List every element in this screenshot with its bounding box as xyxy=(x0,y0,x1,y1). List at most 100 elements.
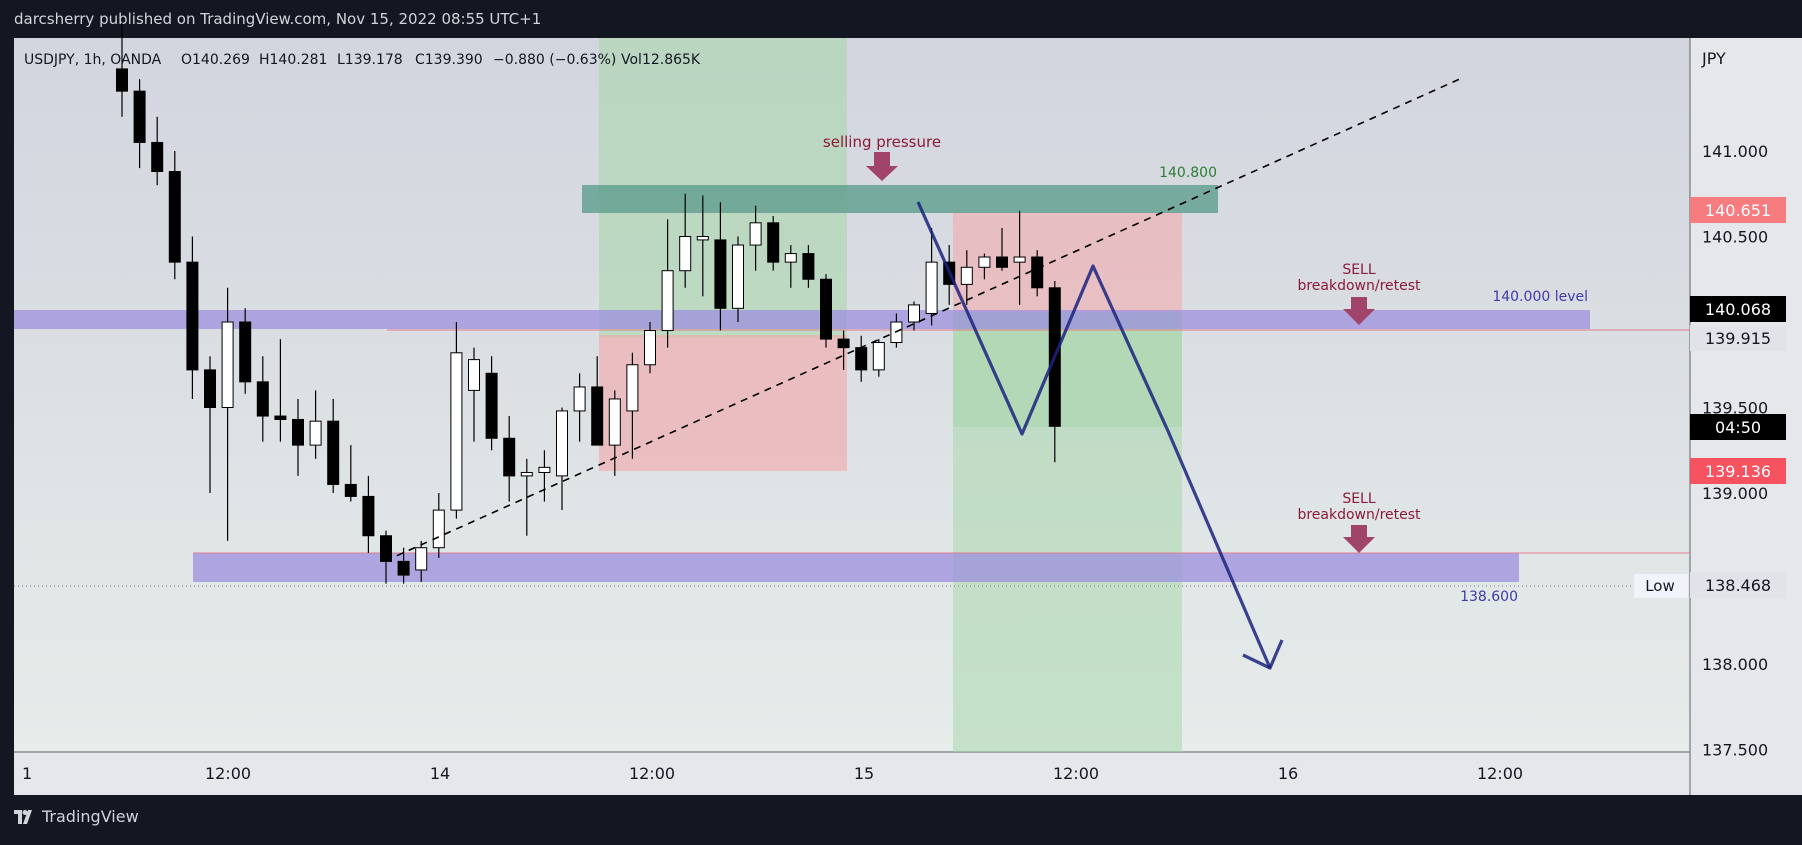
chart-canvas[interactable]: selling pressure SELL breakdown/retest S… xyxy=(0,0,1802,795)
sell-arrow-upper xyxy=(1343,297,1375,325)
price-tick-label: 138.000 xyxy=(1702,655,1768,674)
price-tick-label: 139.500 xyxy=(1702,399,1768,418)
bull-candle xyxy=(696,236,709,241)
open-value: O140.269 xyxy=(181,52,250,68)
bull-candle xyxy=(784,253,797,263)
bear-candle xyxy=(802,253,815,280)
level-140800-label: 140.800 xyxy=(1159,165,1217,181)
bull-candle xyxy=(1013,256,1026,263)
symbol-info: USDJPY, 1h, OANDA xyxy=(24,52,162,68)
footer: TradingView xyxy=(0,795,1802,845)
close-value: C139.390 xyxy=(415,52,483,68)
low-label: Low xyxy=(1645,577,1675,595)
stop-zone-red xyxy=(599,335,847,471)
time-tick-label: 16 xyxy=(1278,764,1298,783)
time-tick-label: 12:00 xyxy=(1053,764,1099,783)
time-ticks: 1 12:00 14 12:00 15 12:00 16 12:00 xyxy=(22,764,1523,783)
level-138600-label: 138.600 xyxy=(1460,589,1518,605)
price-badge-label: 139.136 xyxy=(1705,462,1771,481)
selling-pressure-label: selling pressure xyxy=(823,133,941,151)
low-label-box xyxy=(1634,574,1688,598)
bull-candle xyxy=(908,304,920,323)
change-value: −0.880 (−0.63%) xyxy=(493,52,616,68)
bear-candle xyxy=(204,369,216,409)
bear-candle xyxy=(503,437,516,477)
currency-label: JPY xyxy=(1701,49,1726,68)
bull-candle xyxy=(960,266,973,285)
price-ticks: 141.000 140.500 139.500 139.000 138.000 137.5… xyxy=(1702,142,1768,760)
bull-candle xyxy=(925,261,938,314)
bear-candle xyxy=(344,483,357,497)
bull-candle xyxy=(608,398,621,446)
bear-candle xyxy=(362,495,375,537)
bear-candle xyxy=(485,372,498,439)
tradingview-logo-icon xyxy=(14,809,32,824)
bull-candle xyxy=(468,359,480,391)
bull-candle xyxy=(538,466,551,473)
low-value: L139.178 xyxy=(337,52,403,68)
bear-candle xyxy=(151,141,164,173)
sell-arrow-lower xyxy=(1343,525,1375,553)
trade-risk-zone xyxy=(953,212,1182,312)
bull-candle xyxy=(432,509,445,549)
price-tick-label: 139.000 xyxy=(1702,484,1768,503)
price-badge xyxy=(1690,325,1786,351)
bull-candle xyxy=(644,330,656,366)
price-badge-label: 138.468 xyxy=(1705,576,1771,595)
sell-sub-upper: breakdown/retest xyxy=(1297,278,1421,294)
price-tick-label: 140.500 xyxy=(1702,228,1768,247)
bear-candle xyxy=(168,171,181,263)
trade-profit-zone-dark xyxy=(953,312,1182,427)
bear-candle xyxy=(239,321,252,383)
time-tick-label: 15 xyxy=(854,764,874,783)
level-band-140 xyxy=(14,310,1590,329)
sell-sub-lower: breakdown/retest xyxy=(1297,507,1421,523)
forecast-arrowhead xyxy=(1242,639,1284,670)
price-badge-label: 140.068 xyxy=(1705,300,1771,319)
time-tick-label: 1 xyxy=(22,764,32,783)
bear-candle xyxy=(767,222,780,263)
level-140-label: 140.000 level xyxy=(1492,289,1588,305)
sell-label-upper: SELL xyxy=(1342,262,1376,278)
ascending-trendline xyxy=(384,77,1463,562)
bull-candle xyxy=(872,342,885,371)
supply-zone-140800 xyxy=(582,185,1218,213)
bull-candle xyxy=(309,420,322,446)
time-tick-label: 12:00 xyxy=(1477,764,1523,783)
tradingview-brand: TradingView xyxy=(42,807,139,826)
bull-candle xyxy=(520,471,533,477)
selling-pressure-arrow xyxy=(866,152,898,181)
plot-area[interactable] xyxy=(14,38,1690,752)
price-tick-label: 137.500 xyxy=(1702,741,1768,760)
bull-candle xyxy=(661,270,674,332)
publisher-text: darcsherry published on TradingView.com,… xyxy=(14,10,542,28)
bull-candle xyxy=(749,222,762,246)
bear-candle xyxy=(274,415,287,420)
bull-candle xyxy=(415,547,428,571)
tradingview-logo[interactable]: TradingView xyxy=(14,807,139,826)
sell-label-lower: SELL xyxy=(1342,491,1376,507)
bear-candle xyxy=(186,261,199,371)
price-tick-label: 141.000 xyxy=(1702,142,1768,161)
bear-candle xyxy=(133,90,146,143)
bear-candle xyxy=(714,239,727,309)
bull-candle xyxy=(450,352,463,511)
bear-candle xyxy=(380,535,392,562)
time-axis[interactable] xyxy=(14,752,1690,795)
bull-candle xyxy=(679,236,692,272)
bull-candle xyxy=(732,244,744,309)
bull-candle xyxy=(573,386,586,412)
bear-candle xyxy=(820,278,832,340)
price-badge xyxy=(1690,197,1786,223)
bull-candle xyxy=(556,410,568,477)
bear-candle xyxy=(397,560,410,576)
time-tick-label: 12:00 xyxy=(629,764,675,783)
bear-candle xyxy=(1031,256,1044,289)
volume-value: Vol12.865K xyxy=(621,52,701,68)
price-badge xyxy=(1690,572,1786,598)
price-badge-label: 04:50 xyxy=(1715,418,1761,437)
level-band-138600 xyxy=(193,553,1519,582)
bear-candle xyxy=(837,338,850,349)
bear-candle xyxy=(256,381,269,417)
bull-candle xyxy=(978,256,991,268)
